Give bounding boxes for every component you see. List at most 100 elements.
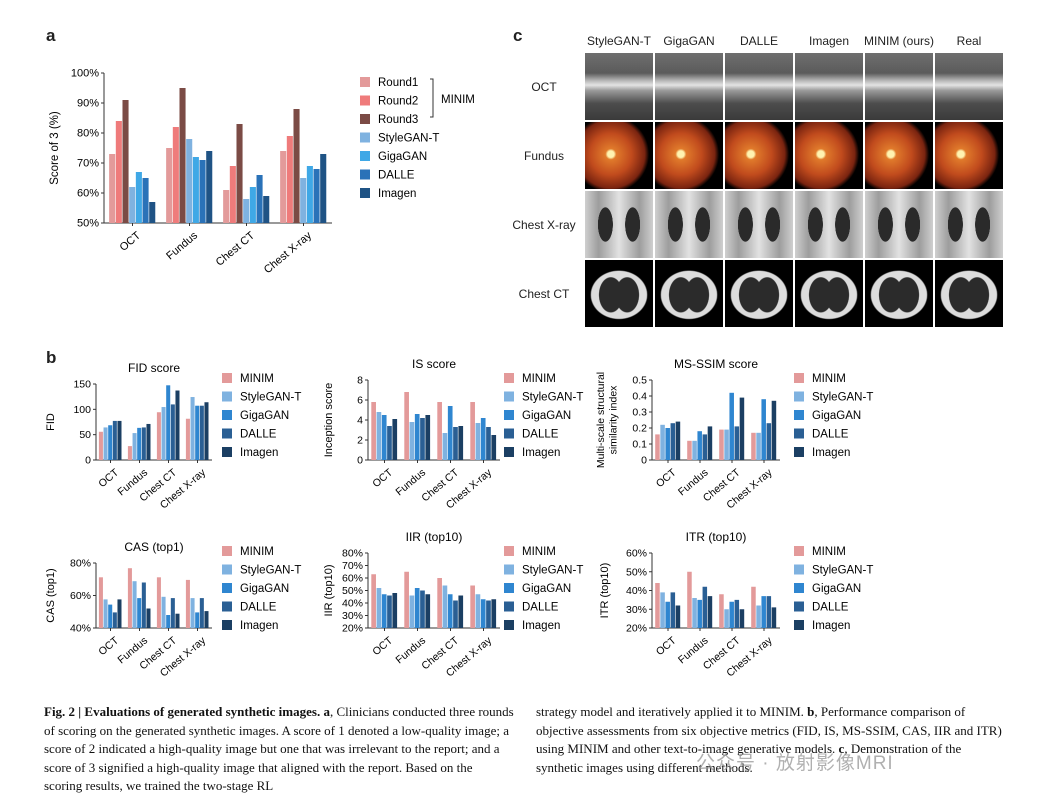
bar [707, 596, 713, 628]
y-tick-label: 60% [342, 573, 363, 585]
bar [313, 169, 320, 223]
bar [442, 585, 448, 628]
legend-swatch [222, 428, 232, 439]
bar [392, 593, 398, 628]
legend-swatch [794, 410, 804, 420]
bar [756, 605, 761, 628]
bar [137, 598, 142, 628]
y-axis-label: Score of 3 (%) [49, 111, 61, 185]
x-tick-label: OCT [370, 466, 395, 490]
bar [293, 109, 300, 223]
y-tick-label: 0.1 [632, 439, 647, 451]
bar [458, 595, 464, 628]
bar [141, 427, 146, 460]
legend-label: Imagen [812, 620, 850, 632]
bar [190, 397, 195, 460]
legend-label: GigaGAN [240, 583, 289, 595]
bar [414, 588, 420, 628]
y-axis-label: CAS (top1) [45, 568, 57, 622]
bar [166, 148, 173, 223]
chart-title: IIR (top10) [406, 530, 463, 544]
bar [166, 385, 171, 460]
bar [707, 426, 713, 460]
bar [447, 594, 453, 628]
legend-swatch [794, 428, 804, 439]
caption-part1: , Clinicians conducted three rounds of s… [44, 704, 514, 793]
legend-bracket [430, 78, 434, 118]
bar [702, 434, 708, 460]
legend-label: Imagen [522, 620, 560, 632]
y-tick-label: 50% [626, 566, 647, 578]
x-tick-label: OCT [654, 634, 679, 658]
legend-swatch [360, 132, 370, 143]
bar [132, 581, 137, 628]
bar [186, 139, 193, 223]
legend-label: Imagen [240, 447, 278, 459]
gallery-image [654, 190, 724, 259]
bar [453, 427, 458, 460]
watermark: 公众号 · 放射影像MRI [696, 753, 894, 774]
gallery-image [934, 259, 1004, 328]
legend-label: StyleGAN-T [240, 392, 301, 404]
legend-swatch [222, 583, 232, 593]
bar [185, 418, 190, 460]
bar [381, 594, 387, 628]
bar [437, 402, 442, 460]
legend-label: Round3 [378, 114, 418, 126]
y-tick-label: 0.3 [632, 407, 647, 419]
bar [243, 199, 250, 223]
legend-label: Imagen [378, 188, 416, 200]
bar [199, 405, 204, 460]
bar [122, 100, 129, 223]
legend-label: StyleGAN-T [240, 565, 301, 577]
legend-swatch [794, 583, 804, 593]
bar [404, 392, 409, 460]
bar [112, 420, 117, 460]
y-tick-label: 60% [77, 188, 99, 200]
y-axis-label: ITR (top10) [599, 563, 611, 619]
bar [670, 423, 676, 460]
bar [734, 426, 740, 460]
gallery-row-label: Chest X-ray [512, 218, 576, 232]
y-tick-label: 90% [77, 98, 99, 110]
bar [692, 440, 697, 460]
legend-swatch [504, 391, 514, 402]
bar [161, 407, 166, 460]
legend-swatch [504, 373, 514, 383]
panel-a-letter: a [46, 26, 56, 45]
caption-part4: , Demonstration of the synthetic images … [536, 741, 962, 775]
bar [98, 431, 103, 460]
legend-swatch [222, 620, 232, 630]
y-tick-label: 150 [73, 379, 91, 391]
bar [486, 427, 491, 460]
legend-swatch [794, 391, 804, 402]
legend-label: StyleGAN-T [522, 565, 583, 577]
y-tick-label: 100 [73, 404, 91, 416]
y-tick-label: 80% [342, 548, 363, 560]
bar [470, 585, 475, 628]
gallery-column-header: GigaGAN [663, 34, 715, 48]
bar [132, 433, 137, 460]
bar [687, 571, 692, 628]
bar [300, 178, 307, 223]
bar [655, 583, 660, 628]
gallery-image [654, 259, 724, 328]
bar [724, 429, 729, 460]
legend-swatch [504, 428, 514, 439]
y-tick-label: 50 [79, 429, 91, 441]
bar [480, 418, 486, 460]
bar [447, 406, 453, 460]
y-tick-label: 30% [626, 604, 647, 616]
bar [697, 599, 702, 628]
bar [199, 160, 206, 223]
y-axis-label: similarity index [608, 385, 620, 455]
bar [702, 586, 708, 628]
gallery-column-header: MINIM (ours) [864, 34, 934, 48]
bar [195, 405, 200, 460]
y-axis-label: Inception score [323, 383, 335, 458]
bar [491, 599, 497, 628]
bar [142, 178, 149, 223]
bar [108, 425, 113, 460]
